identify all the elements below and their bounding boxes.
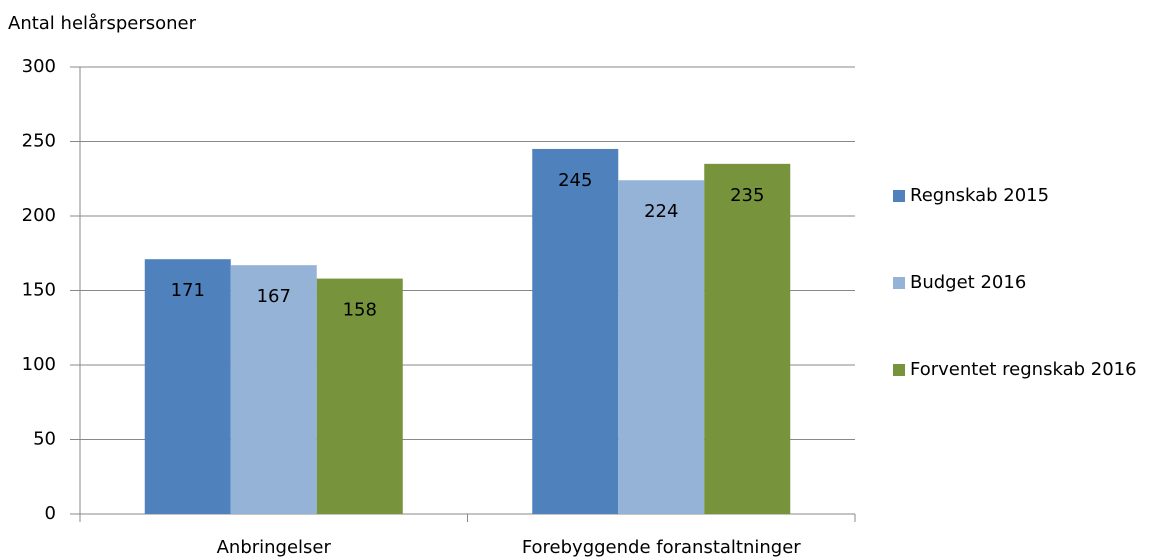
legend-swatch [893, 277, 905, 289]
legend-label: Regnskab 2015 [910, 185, 1049, 206]
bar [316, 278, 403, 514]
y-tick-label: 100 [22, 354, 56, 375]
y-tick-label: 200 [22, 205, 56, 226]
y-tick-label: 150 [22, 280, 56, 301]
data-label: 167 [257, 286, 291, 307]
legend-swatch [893, 364, 905, 376]
x-tick-label: Anbringelser [217, 537, 332, 558]
data-label: 235 [730, 185, 764, 206]
bar [532, 148, 619, 514]
x-tick-label: Forebyggende foranstaltninger [522, 537, 801, 558]
y-tick-label: 300 [22, 56, 56, 77]
y-tick-label: 0 [45, 503, 56, 524]
data-label: 224 [644, 201, 678, 222]
y-tick-label: 250 [22, 131, 56, 152]
data-label: 171 [171, 280, 205, 301]
y-tick-label: 50 [33, 429, 56, 450]
legend-label: Budget 2016 [910, 272, 1026, 293]
data-label: 245 [558, 170, 592, 191]
legend-label: Forventet regnskab 2016 [910, 359, 1137, 380]
legend-swatch [893, 190, 905, 202]
bar [618, 180, 705, 515]
bar [230, 265, 317, 514]
y-axis-label: Antal helårspersoner [8, 13, 197, 34]
bar [704, 163, 791, 514]
data-label: 158 [343, 300, 377, 321]
bar [144, 259, 231, 514]
